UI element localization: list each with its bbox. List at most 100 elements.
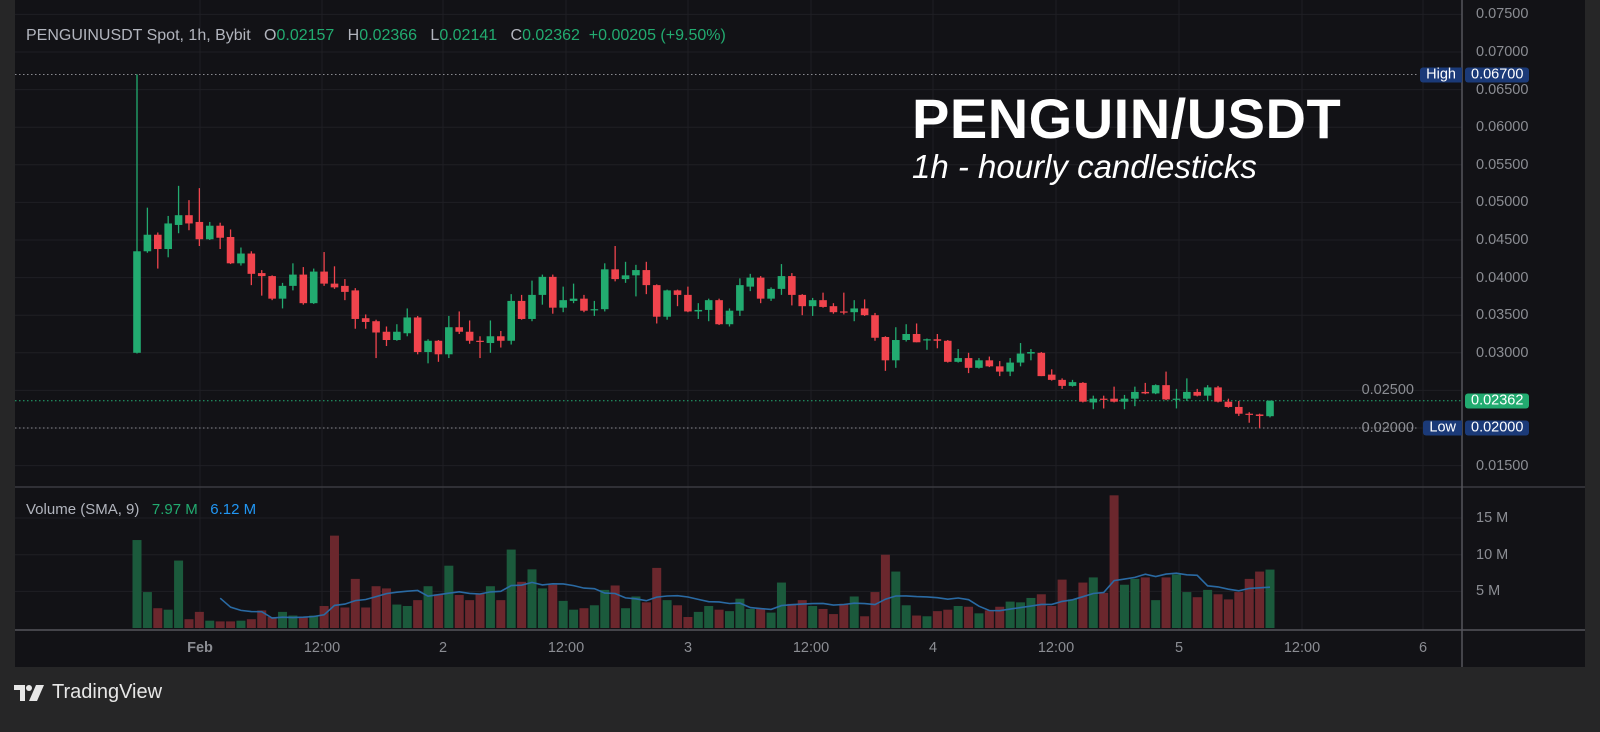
volume-bar (756, 608, 766, 628)
candle-up (1203, 387, 1212, 396)
tradingview-logo[interactable]: TradingView (14, 681, 162, 704)
price-tick-label: 0.02500 (1361, 382, 1414, 399)
volume-bar (641, 602, 651, 628)
candle-up (486, 336, 495, 344)
volume-bar (1130, 578, 1140, 628)
candle-down (1099, 398, 1108, 400)
high-value: 0.02366 (359, 27, 418, 44)
candle-up (403, 317, 412, 334)
volume-sma-value: 6.12 M (210, 501, 257, 518)
volume-bar (953, 606, 963, 628)
candle-down (1224, 401, 1233, 407)
candle-up (621, 275, 630, 280)
volume-bar (932, 611, 942, 628)
volume-bar (444, 565, 454, 628)
last-price-tag: 0.02362 (1465, 393, 1530, 409)
volume-sma-line (219, 572, 1271, 619)
candle-down (517, 300, 526, 319)
volume-bar (735, 598, 745, 628)
volume-bar (527, 569, 537, 628)
volume-bar (433, 594, 443, 628)
tradingview-logo-icon (14, 684, 44, 701)
candle-up (1068, 382, 1077, 386)
volume-bar (205, 620, 215, 628)
volume-bar (361, 607, 371, 628)
volume-legend[interactable]: Volume (SMA, 9) 7.97 M 6.12 M (26, 501, 256, 518)
candle-down (1047, 374, 1056, 380)
candle-up (133, 251, 141, 353)
candle-up (1172, 398, 1181, 400)
candle-up (590, 309, 599, 311)
candle-down (382, 331, 391, 341)
change-value: +0.00205 (+9.50%) (588, 27, 726, 44)
price-tick-label: 0.05000 (1476, 194, 1529, 211)
volume-bar (454, 595, 464, 628)
volume-bar (423, 586, 433, 628)
volume-bar (818, 608, 828, 628)
volume-bar (1161, 577, 1171, 628)
volume-bar (267, 617, 277, 628)
volume-bar (1171, 574, 1181, 628)
volume-bar (849, 596, 859, 628)
volume-bar (340, 607, 350, 628)
time-tick-label: 4 (928, 640, 938, 656)
candle-up (923, 339, 931, 341)
volume-bar (610, 585, 620, 628)
candle-down (1058, 379, 1066, 386)
candle-up (174, 215, 183, 225)
low-tag-value: 0.02000 (1465, 420, 1530, 436)
volume-bar (1099, 592, 1109, 628)
candle-up (808, 300, 817, 307)
candle-down (299, 274, 308, 304)
candle-down (257, 273, 266, 277)
candle-up (1120, 398, 1129, 402)
volume-bar (631, 596, 641, 628)
volume-bar (142, 592, 152, 628)
price-tick-label: 0.02000 (1361, 420, 1414, 436)
low-tag-label: Low (1423, 420, 1462, 436)
candle-up (902, 334, 910, 341)
volume-bar (1057, 579, 1067, 628)
volume-bar (506, 549, 516, 628)
candle-down (361, 318, 370, 322)
candle-down (642, 270, 651, 286)
candle-down (964, 358, 973, 368)
candle-down (268, 276, 276, 299)
candle-up (736, 285, 744, 311)
time-tick-label: 12:00 (792, 640, 830, 656)
time-tick-label: 5 (1174, 640, 1184, 656)
candle-up (1183, 391, 1191, 399)
volume-bar (621, 608, 631, 628)
volume-value: 7.97 M (151, 501, 198, 518)
candle-down (684, 294, 692, 312)
high-label: H (347, 27, 360, 44)
candle-up (1266, 400, 1274, 417)
volume-bar (600, 589, 610, 628)
candle-down (943, 340, 952, 362)
candle-down (673, 290, 682, 295)
volume-bar (163, 609, 173, 628)
volume-bar (298, 617, 308, 628)
volume-bar (860, 616, 870, 628)
volume-bar (496, 600, 506, 628)
volume-bar (766, 612, 776, 628)
candle-up (777, 276, 786, 289)
tradingview-wordmark: TradingView (52, 681, 163, 703)
volume-bar (329, 535, 339, 628)
volume-bar (693, 611, 703, 628)
time-tick-label: 12:00 (1037, 640, 1075, 656)
volume-bar (475, 593, 485, 628)
price-tick-label: 0.06500 (1476, 81, 1529, 98)
candle-up (289, 274, 297, 286)
candle-up (850, 308, 859, 313)
candle-down (840, 311, 848, 313)
volume-bar (257, 610, 267, 628)
chart-panel[interactable] (15, 0, 1585, 667)
price-tick-label: 0.07000 (1476, 44, 1529, 60)
price-tick-label: 0.06000 (1476, 119, 1529, 136)
candle-down (756, 277, 765, 299)
volume-bar (787, 603, 797, 628)
candle-up (278, 285, 287, 299)
candle-down (1245, 413, 1254, 415)
